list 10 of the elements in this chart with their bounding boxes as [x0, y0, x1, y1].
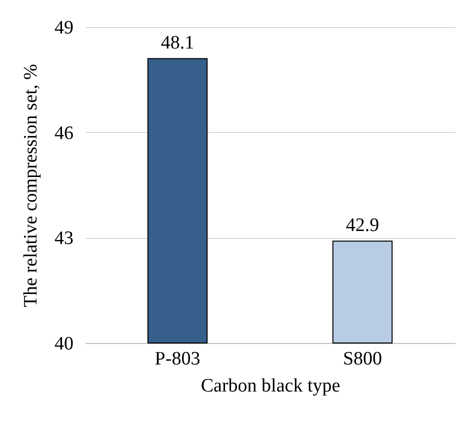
x-tick-label: P-803 — [154, 348, 200, 370]
y-tick-label: 40 — [54, 334, 74, 354]
x-tick-label: S800 — [342, 348, 382, 370]
data-label: 42.9 — [346, 215, 380, 236]
y-tick-label: 43 — [54, 228, 74, 250]
y-tick-label: 46 — [54, 122, 74, 144]
y-tick-label: 49 — [54, 18, 74, 38]
x-axis-title: Carbon black type — [200, 376, 340, 396]
data-label: 48.1 — [160, 32, 194, 54]
y-axis-title: The relative compression set, % — [20, 64, 42, 308]
